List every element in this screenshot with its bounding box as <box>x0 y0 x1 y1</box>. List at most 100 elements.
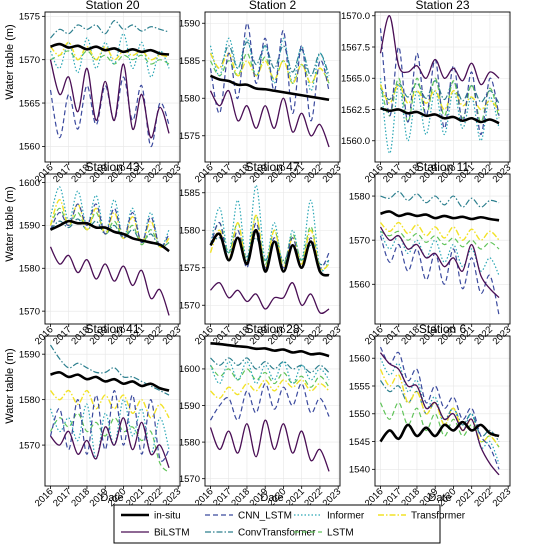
series-line-informer <box>49 399 170 460</box>
series-line-lstm <box>50 50 170 65</box>
y-axis-label: Water table (m) <box>4 24 16 99</box>
y-tick-label: 1560 <box>19 142 40 153</box>
series-line-bilstm <box>49 246 170 316</box>
series-line-cnn <box>49 389 170 462</box>
series-line-transformer <box>49 41 170 61</box>
panel: Station 47157015751580158520162017201820… <box>179 160 343 347</box>
series-line-insitu <box>379 420 500 443</box>
x-axis-label: Date <box>260 492 283 504</box>
plot-frame <box>204 335 341 487</box>
y-tick-label: 1580 <box>179 226 200 237</box>
series-line-bilstm <box>49 59 170 139</box>
series-line-conv <box>50 218 170 248</box>
y-tick-label: 1600 <box>179 364 200 375</box>
series-line-insitu <box>380 106 500 125</box>
y-tick-label: 1550 <box>349 409 370 420</box>
series-line-bilstm <box>379 226 500 299</box>
series-line-transformer <box>379 83 500 112</box>
y-tick-label: 1565 <box>19 98 40 109</box>
y-tick-label: 1560 <box>349 280 370 291</box>
series-line-lstm <box>209 364 330 388</box>
y-tick-label: 1570.0 <box>341 11 370 22</box>
y-axis-label: Water table (m) <box>4 186 16 261</box>
y-tick-label: 1580 <box>19 264 40 275</box>
plot-frame <box>204 11 341 163</box>
panel-title: Station 2 <box>249 0 297 12</box>
series-line-insitu <box>50 42 170 56</box>
y-tick-label: 1585 <box>179 56 200 67</box>
y-tick-label: 1590 <box>179 401 200 412</box>
plot-frame <box>44 11 181 163</box>
legend: in-situ CNN_LSTM Informer Transformer BiLSTM… <box>113 504 466 544</box>
series-line-conv <box>49 344 170 396</box>
panel-title: Station 41 <box>85 322 139 336</box>
legend-label-insitu: in-situ <box>154 511 181 522</box>
series-line-cnn <box>379 346 500 470</box>
y-tick-label: 1570 <box>19 55 40 66</box>
series-line-cnn <box>209 22 330 122</box>
series-line-bilstm <box>49 417 170 469</box>
series-group <box>209 22 330 148</box>
panel-title: Station 6 <box>419 322 467 336</box>
panel-title: Station 11 <box>416 160 469 174</box>
series-line-conv <box>380 191 500 208</box>
series-line-transformer <box>379 368 500 448</box>
y-tick-label: 1540 <box>349 465 370 476</box>
y-tick-label: 1580 <box>179 94 200 105</box>
series-line-insitu <box>49 219 170 253</box>
series-line-transformer <box>49 199 170 249</box>
series-line-cnn <box>209 382 330 421</box>
panel-title: Station 28 <box>245 322 299 336</box>
y-tick-label: 1580 <box>19 395 40 406</box>
series-line-transformer <box>209 379 330 399</box>
series-line-insitu <box>50 371 170 392</box>
series-group <box>49 344 170 473</box>
y-tick-label: 1570 <box>349 235 370 246</box>
y-tick-label: 1567.5 <box>341 42 370 53</box>
legend-label-informer: Informer <box>327 511 365 522</box>
series-line-bilstm <box>379 15 500 86</box>
series-group <box>379 15 500 154</box>
series-line-conv <box>210 357 330 374</box>
series-line-bilstm <box>209 90 330 148</box>
series-line-informer <box>209 361 330 385</box>
series-line-conv <box>379 80 500 104</box>
series-line-cnn <box>379 28 500 136</box>
series-line-informer <box>209 184 330 272</box>
series-line-bilstm <box>210 282 330 314</box>
series-line-conv <box>50 20 170 39</box>
panel-title: Station 43 <box>85 160 139 174</box>
x-axis-label: Date <box>428 492 451 504</box>
y-tick-label: 1555 <box>349 381 370 392</box>
series-group <box>49 186 170 316</box>
series-line-cnn <box>379 235 500 316</box>
legend-label-bilstm: BiLSTM <box>154 528 190 539</box>
panel-title: Station 23 <box>415 0 469 12</box>
plot-frame <box>374 335 511 487</box>
series-line-insitu <box>209 74 330 102</box>
legend-label-conv: ConvTransformer <box>238 528 316 539</box>
series-line-informer <box>49 186 170 248</box>
series-line-bilstm <box>209 419 330 472</box>
series-line-transformer <box>379 221 500 241</box>
y-tick-label: 1565.0 <box>341 74 370 85</box>
series-line-lstm <box>379 402 500 448</box>
y-tick-label: 1560.0 <box>341 136 370 147</box>
series-line-conv <box>209 41 330 77</box>
y-axis-label: Water table (m) <box>4 348 16 423</box>
series-line-cnn <box>49 203 170 248</box>
legend-frame <box>113 504 441 544</box>
y-tick-label: 1580 <box>349 191 370 202</box>
series-group <box>209 184 330 314</box>
y-tick-label: 1590 <box>19 349 40 360</box>
series-line-informer <box>379 231 500 276</box>
series-line-informer <box>49 33 170 78</box>
plot-frame <box>374 11 511 163</box>
y-tick-label: 1590 <box>179 19 200 30</box>
series-line-informer <box>209 37 330 92</box>
y-tick-label: 1570 <box>179 474 200 485</box>
series-group <box>49 20 170 147</box>
series-group <box>379 191 500 316</box>
series-line-insitu <box>209 228 330 277</box>
